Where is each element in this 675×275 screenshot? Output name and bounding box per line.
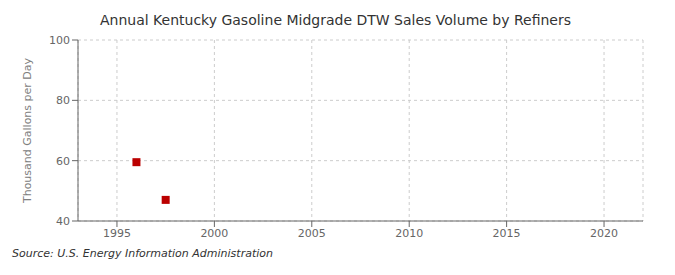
svg-text:2010: 2010: [395, 227, 423, 240]
svg-text:2020: 2020: [590, 227, 618, 240]
svg-text:2000: 2000: [200, 227, 228, 240]
svg-text:1995: 1995: [103, 227, 131, 240]
html-text:Annual Kentucky Gasoline Midgr: Annual Kentucky Gasoline Midgrade DTW Sa…: [100, 12, 571, 28]
svg-text:40: 40: [56, 215, 70, 228]
svg-text:80: 80: [56, 94, 70, 107]
svg-text:60: 60: [56, 155, 70, 168]
svg-text:100: 100: [49, 34, 70, 47]
html-text:Source: U.S. Energy Informatio: Source: U.S. Energy Information Administ…: [12, 247, 273, 260]
svg-text:2005: 2005: [298, 227, 326, 240]
svg-text:2015: 2015: [493, 227, 521, 240]
svg-text:Thousand Gallons per Day: Thousand Gallons per Day: [21, 57, 34, 204]
